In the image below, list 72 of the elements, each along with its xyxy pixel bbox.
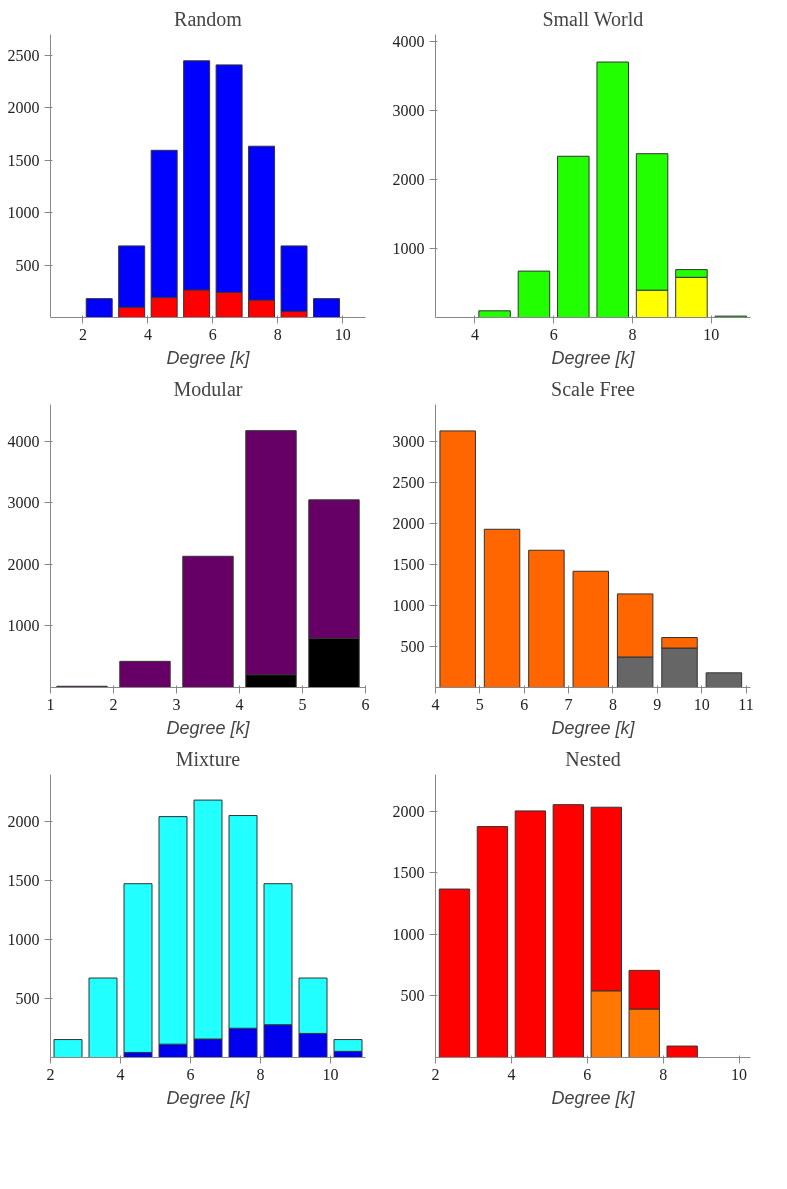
- x-tick-label: 4: [431, 695, 440, 713]
- y-tick-label: 2000: [7, 555, 40, 573]
- y-tick-label: 3000: [392, 432, 425, 450]
- y-tick-label: 500: [15, 256, 40, 274]
- chart-title: Scale Free: [551, 377, 636, 400]
- x-tick-label: 5: [475, 695, 484, 713]
- y-tick-label: 1000: [392, 239, 425, 257]
- x-tick-label: 8: [256, 1065, 265, 1083]
- y-tick-label: 1000: [7, 931, 40, 949]
- x-tick-label: 9: [653, 695, 662, 713]
- y-tick-label: 500: [15, 990, 40, 1008]
- x-tick-label: 7: [564, 695, 573, 713]
- y-tick-label: 1500: [7, 872, 40, 890]
- x-tick-label: 8: [659, 1065, 668, 1083]
- x-tick-label: 2: [109, 695, 118, 713]
- x-tick-label: 10: [322, 1065, 339, 1083]
- y-tick-label: 3000: [392, 101, 425, 119]
- chart-title: Mixture: [175, 747, 241, 770]
- y-tick-label: 1000: [7, 204, 40, 222]
- y-tick-label: 1500: [392, 555, 425, 573]
- x-tick-label: 6: [583, 1065, 592, 1083]
- y-tick-label: 2500: [7, 46, 40, 64]
- y-tick-label: 1000: [392, 596, 425, 614]
- x-tick-label: 4: [470, 325, 479, 343]
- x-axis-title: Degree [k]: [166, 347, 251, 368]
- x-axis-title: Degree [k]: [166, 1087, 251, 1108]
- chart-title: Random: [174, 7, 243, 30]
- x-tick-label: 1: [46, 695, 55, 713]
- x-tick-label: 4: [143, 325, 152, 343]
- x-axis-title: Degree [k]: [551, 1087, 636, 1108]
- x-axis-title: Degree [k]: [551, 347, 636, 368]
- x-tick-label: 11: [738, 695, 754, 713]
- y-tick-label: 2000: [392, 514, 425, 532]
- y-tick-label: 1500: [7, 151, 40, 169]
- x-tick-label: 8: [273, 325, 282, 343]
- x-tick-label: 4: [507, 1065, 516, 1083]
- y-tick-label: 2000: [392, 802, 425, 820]
- y-tick-label: 2500: [392, 473, 425, 491]
- x-tick-label: 6: [520, 695, 529, 713]
- y-tick-label: 500: [400, 637, 425, 655]
- y-tick-label: 2000: [7, 99, 40, 117]
- y-tick-label: 1500: [392, 864, 425, 882]
- x-tick-label: 4: [116, 1065, 125, 1083]
- y-tick-label: 4000: [7, 432, 40, 450]
- x-tick-label: 6: [186, 1065, 195, 1083]
- y-tick-label: 3000: [7, 494, 40, 512]
- y-tick-label: 2000: [7, 813, 40, 831]
- x-tick-label: 6: [549, 325, 558, 343]
- y-tick-label: 2000: [392, 170, 425, 188]
- x-tick-label: 10: [334, 325, 351, 343]
- y-tick-label: 1000: [392, 925, 425, 943]
- x-tick-label: 8: [628, 325, 637, 343]
- chart-title: Small World: [542, 7, 644, 30]
- x-tick-label: 8: [608, 695, 617, 713]
- chart-title: Nested: [565, 747, 621, 770]
- x-tick-label: 10: [731, 1065, 748, 1083]
- x-tick-label: 10: [703, 325, 720, 343]
- x-tick-label: 5: [298, 695, 307, 713]
- x-tick-label: 2: [78, 325, 87, 343]
- x-tick-label: 3: [172, 695, 181, 713]
- y-tick-label: 500: [400, 987, 425, 1005]
- y-tick-label: 1000: [7, 617, 40, 635]
- chart-title: Modular: [173, 377, 243, 400]
- y-tick-label: 4000: [392, 32, 425, 50]
- x-tick-label: 2: [46, 1065, 55, 1083]
- x-axis-title: Degree [k]: [166, 717, 251, 738]
- x-tick-label: 6: [361, 695, 370, 713]
- x-tick-label: 6: [208, 325, 217, 343]
- x-tick-label: 10: [693, 695, 710, 713]
- x-axis-title: Degree [k]: [551, 717, 636, 738]
- x-tick-label: 4: [235, 695, 244, 713]
- x-tick-label: 2: [431, 1065, 440, 1083]
